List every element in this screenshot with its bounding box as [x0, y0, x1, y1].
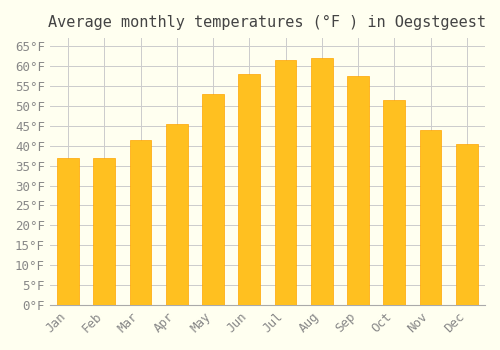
- Bar: [420, 130, 442, 305]
- Bar: [238, 74, 260, 305]
- Bar: [94, 158, 115, 305]
- Bar: [130, 140, 152, 305]
- Bar: [456, 144, 477, 305]
- Bar: [274, 60, 296, 305]
- Bar: [166, 124, 188, 305]
- Bar: [57, 158, 79, 305]
- Title: Average monthly temperatures (°F ) in Oegstgeest: Average monthly temperatures (°F ) in Oe…: [48, 15, 486, 30]
- Bar: [384, 100, 405, 305]
- Bar: [311, 58, 332, 305]
- Bar: [202, 94, 224, 305]
- Bar: [347, 76, 369, 305]
